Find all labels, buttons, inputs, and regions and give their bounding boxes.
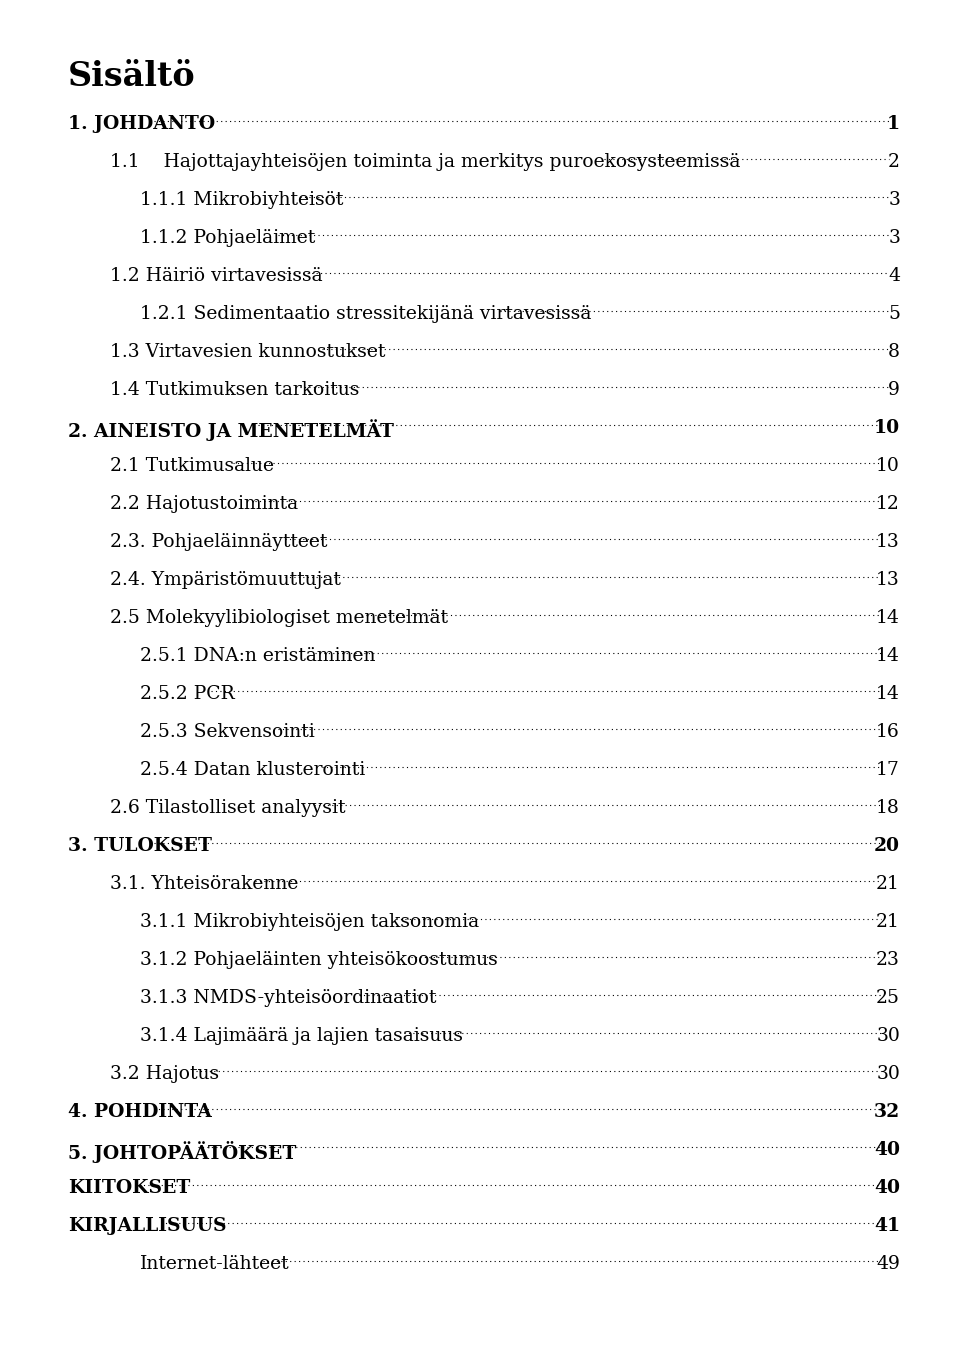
Text: 3.1. Yhteisörakenne: 3.1. Yhteisörakenne <box>110 874 299 893</box>
Text: Sisältö: Sisältö <box>68 60 196 93</box>
Text: 10: 10 <box>874 419 900 437</box>
Text: 2.5.2 PCR: 2.5.2 PCR <box>140 685 235 703</box>
Text: 17: 17 <box>876 761 900 779</box>
Text: 40: 40 <box>874 1141 900 1159</box>
Text: 4. POHDINTA: 4. POHDINTA <box>68 1103 212 1121</box>
Text: 2.2 Hajotustoiminta: 2.2 Hajotustoiminta <box>110 494 299 513</box>
Text: 2.6 Tilastolliset analyysit: 2.6 Tilastolliset analyysit <box>110 799 346 817</box>
Text: 30: 30 <box>876 1027 900 1045</box>
Text: 1.1.1 Mikrobiyhteisöt: 1.1.1 Mikrobiyhteisöt <box>140 191 344 208</box>
Text: 12: 12 <box>876 494 900 513</box>
Text: 14: 14 <box>876 609 900 627</box>
Text: 2.1 Tutkimusalue: 2.1 Tutkimusalue <box>110 458 274 475</box>
Text: 13: 13 <box>876 571 900 588</box>
Text: 1. JOHDANTO: 1. JOHDANTO <box>68 114 215 133</box>
Text: 3.1.1 Mikrobiyhteisöjen taksonomia: 3.1.1 Mikrobiyhteisöjen taksonomia <box>140 913 479 932</box>
Text: 14: 14 <box>876 647 900 665</box>
Text: 16: 16 <box>876 723 900 741</box>
Text: 23: 23 <box>876 951 900 968</box>
Text: 14: 14 <box>876 685 900 703</box>
Text: 3.1.2 Pohjaeläinten yhteisökoostumus: 3.1.2 Pohjaeläinten yhteisökoostumus <box>140 951 497 968</box>
Text: 3: 3 <box>888 229 900 247</box>
Text: 1.4 Tutkimuksen tarkoitus: 1.4 Tutkimuksen tarkoitus <box>110 381 359 399</box>
Text: 25: 25 <box>876 989 900 1007</box>
Text: 2.5.1 DNA:n eristäminen: 2.5.1 DNA:n eristäminen <box>140 647 375 665</box>
Text: 9: 9 <box>888 381 900 399</box>
Text: 40: 40 <box>874 1179 900 1197</box>
Text: KIITOKSET: KIITOKSET <box>68 1179 190 1197</box>
Text: 2.4. Ympäristömuuttujat: 2.4. Ympäristömuuttujat <box>110 571 341 588</box>
Text: 2.5.3 Sekvensointi: 2.5.3 Sekvensointi <box>140 723 315 741</box>
Text: 2.5.4 Datan klusterointi: 2.5.4 Datan klusterointi <box>140 761 365 779</box>
Text: 3. TULOKSET: 3. TULOKSET <box>68 838 212 855</box>
Text: 1.2 Häiriö virtavesissä: 1.2 Häiriö virtavesissä <box>110 267 323 285</box>
Text: 30: 30 <box>876 1065 900 1083</box>
Text: 1.3 Virtavesien kunnostukset: 1.3 Virtavesien kunnostukset <box>110 343 385 361</box>
Text: 2.3. Pohjaeläinnäytteet: 2.3. Pohjaeläinnäytteet <box>110 533 327 552</box>
Text: 18: 18 <box>876 799 900 817</box>
Text: 2: 2 <box>888 153 900 172</box>
Text: 4: 4 <box>888 267 900 285</box>
Text: 3: 3 <box>888 191 900 208</box>
Text: 5. JOHTOPÄÄTÖKSET: 5. JOHTOPÄÄTÖKSET <box>68 1141 297 1163</box>
Text: 1.2.1 Sedimentaatio stressitekijänä virtavesissä: 1.2.1 Sedimentaatio stressitekijänä virt… <box>140 305 591 323</box>
Text: 10: 10 <box>876 458 900 475</box>
Text: 3.2 Hajotus: 3.2 Hajotus <box>110 1065 219 1083</box>
Text: 21: 21 <box>876 874 900 893</box>
Text: 3.1.3 NMDS-yhteisöordinaatiot: 3.1.3 NMDS-yhteisöordinaatiot <box>140 989 437 1007</box>
Text: 1: 1 <box>887 114 900 133</box>
Text: 21: 21 <box>876 913 900 932</box>
Text: 20: 20 <box>874 838 900 855</box>
Text: 8: 8 <box>888 343 900 361</box>
Text: 32: 32 <box>874 1103 900 1121</box>
Text: 3.1.4 Lajimäärä ja lajien tasaisuus: 3.1.4 Lajimäärä ja lajien tasaisuus <box>140 1027 463 1045</box>
Text: KIRJALLISUUS: KIRJALLISUUS <box>68 1218 227 1235</box>
Text: 13: 13 <box>876 533 900 552</box>
Text: 49: 49 <box>876 1254 900 1273</box>
Text: 1.1.2 Pohjaeläimet: 1.1.2 Pohjaeläimet <box>140 229 315 247</box>
Text: 2.5 Molekyylibiologiset menetelmät: 2.5 Molekyylibiologiset menetelmät <box>110 609 448 627</box>
Text: 1.1    Hajottajayhteisöjen toiminta ja merkitys puroekosysteemissä: 1.1 Hajottajayhteisöjen toiminta ja merk… <box>110 153 740 172</box>
Text: 41: 41 <box>874 1218 900 1235</box>
Text: 5: 5 <box>888 305 900 323</box>
Text: Internet-lähteet: Internet-lähteet <box>140 1254 290 1273</box>
Text: 2. AINEISTO JA MENETELMÄT: 2. AINEISTO JA MENETELMÄT <box>68 419 394 441</box>
